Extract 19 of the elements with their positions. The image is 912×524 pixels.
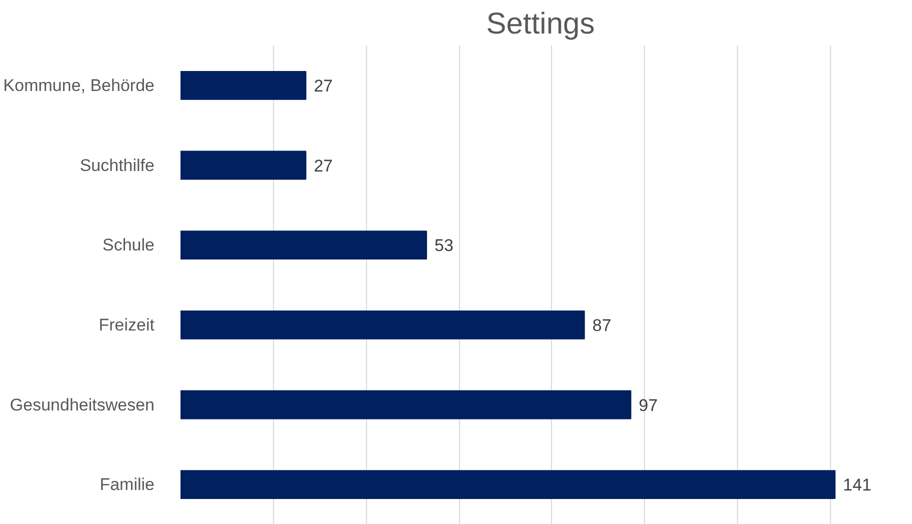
bar [180,230,428,260]
bar [180,70,306,100]
y-tick-label: Schule [102,236,155,255]
y-tick-label: Gesundheitswesen [10,395,154,414]
y-tick-label: Freizeit [98,315,155,334]
bar [180,390,632,420]
bar [180,310,585,340]
y-tick-label: Suchthilfe [80,156,155,175]
y-tick-label: Familie [100,475,155,494]
data-label: 27 [314,76,333,96]
data-label: 87 [592,316,612,335]
data-label: 97 [638,396,658,415]
y-tick-label: Kommune, Behörde [3,76,155,95]
bar [180,470,836,500]
chart-title: Settings [486,8,595,40]
data-label: 53 [434,236,454,256]
data-label: 141 [843,476,872,495]
bar [180,150,306,180]
data-label: 27 [314,156,333,176]
